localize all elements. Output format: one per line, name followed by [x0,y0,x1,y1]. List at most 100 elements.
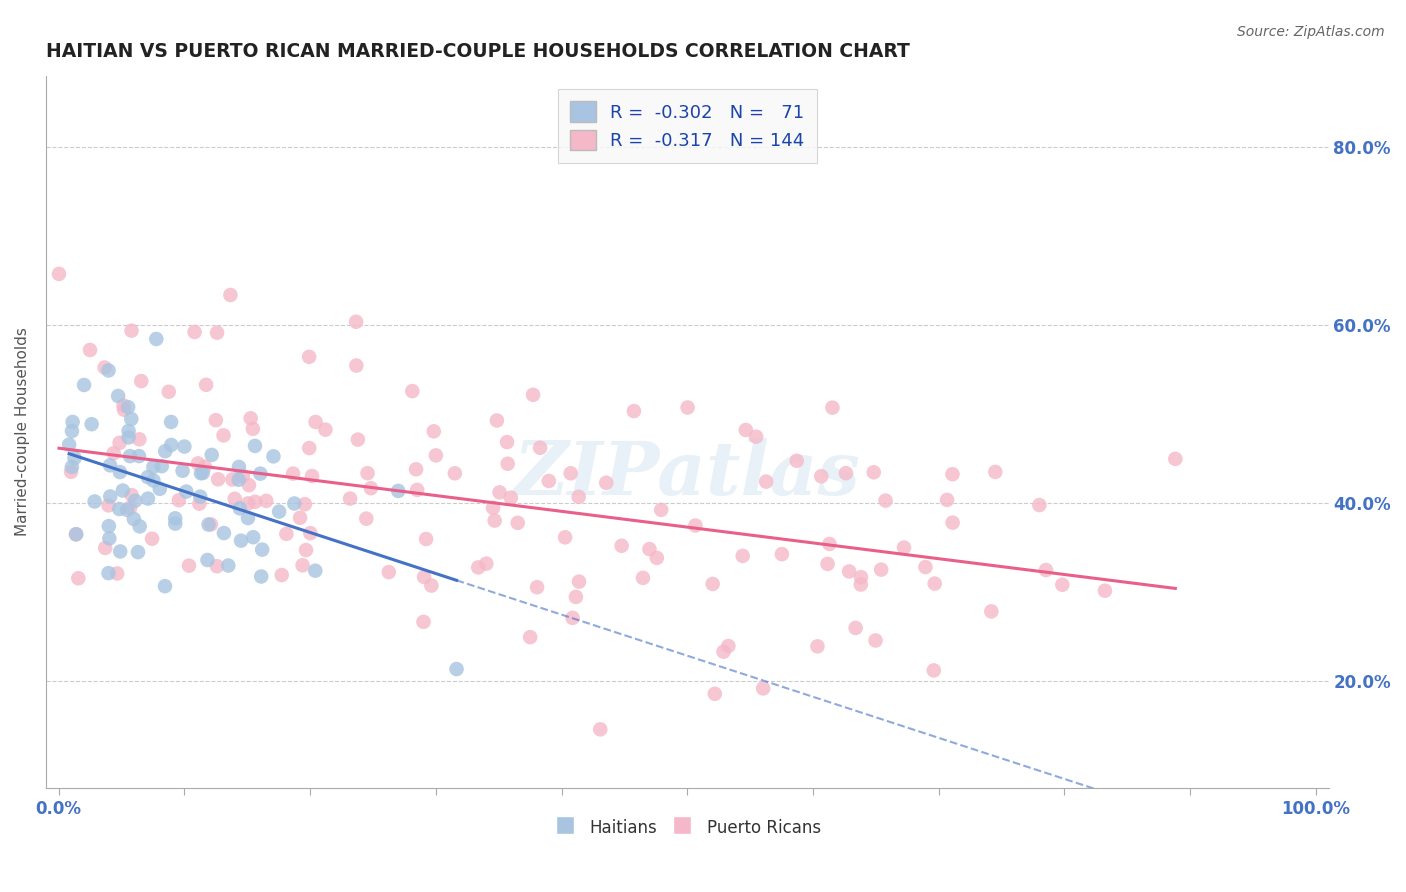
Point [529,441,551,455]
Point [232,468,254,483]
Point [734,423,756,437]
Point [183,325,205,339]
Point [249,467,271,481]
Point [356,511,378,525]
Point [127,545,149,559]
Point [295,543,318,558]
Point [294,497,316,511]
Point [149,482,172,496]
Point [755,475,778,489]
Point [806,640,828,654]
Point [117,400,139,414]
Point [108,502,131,516]
Point [238,478,260,492]
Point [835,466,858,480]
Point [160,438,183,452]
Point [519,630,541,644]
Point [862,465,884,479]
Point [58,437,80,451]
Point [676,401,699,415]
Point [314,423,336,437]
Point [122,512,145,526]
Point [200,517,222,532]
Point [120,412,142,426]
Point [194,459,217,474]
Point [849,577,872,591]
Point [94,541,117,555]
Point [117,424,139,438]
Point [1164,451,1187,466]
Point [108,465,131,479]
Point [283,496,305,510]
Point [121,324,143,338]
Point [568,574,591,589]
Point [250,542,273,557]
Point [111,483,134,498]
Point [560,467,582,481]
Point [924,576,946,591]
Point [197,517,219,532]
Point [914,560,936,574]
Point [217,558,239,573]
Point [141,532,163,546]
Point [205,326,228,340]
Point [197,553,219,567]
Point [205,413,228,427]
Point [893,541,915,555]
Point [60,459,83,474]
Point [236,511,259,525]
Point [212,428,235,442]
Point [638,542,661,557]
Point [242,530,264,544]
Point [165,511,187,525]
Point [118,449,141,463]
Point [65,527,87,541]
Point [339,491,361,506]
Point [595,475,617,490]
Point [623,404,645,418]
Y-axis label: Married-couple Households: Married-couple Households [15,327,30,536]
Point [984,465,1007,479]
Point [378,565,401,579]
Point [167,493,190,508]
Point [745,430,768,444]
Point [401,384,423,398]
Point [610,539,633,553]
Point [413,570,436,584]
Point [875,493,897,508]
Point [60,424,83,438]
Point [250,569,273,583]
Point [568,490,591,504]
Point [301,469,323,483]
Point [242,422,264,436]
Point [717,639,740,653]
Point [112,402,135,417]
Point [443,467,465,481]
Point [467,560,489,574]
Point [160,415,183,429]
Point [870,563,893,577]
Point [60,465,83,479]
Point [93,360,115,375]
Point [157,384,180,399]
Point [239,411,262,425]
Point [446,662,468,676]
Point [98,458,121,473]
Point [107,389,129,403]
Point [73,378,96,392]
Point [631,571,654,585]
Point [810,469,832,483]
Point [80,417,103,432]
Point [128,433,150,447]
Point [228,473,250,487]
Point [117,430,139,444]
Text: HAITIAN VS PUERTO RICAN MARRIED-COUPLE HOUSEHOLDS CORRELATION CHART: HAITIAN VS PUERTO RICAN MARRIED-COUPLE H… [46,42,910,61]
Point [177,558,200,573]
Point [589,723,612,737]
Point [262,450,284,464]
Point [224,491,246,506]
Point [188,497,211,511]
Point [97,499,120,513]
Point [387,483,409,498]
Point [1052,578,1074,592]
